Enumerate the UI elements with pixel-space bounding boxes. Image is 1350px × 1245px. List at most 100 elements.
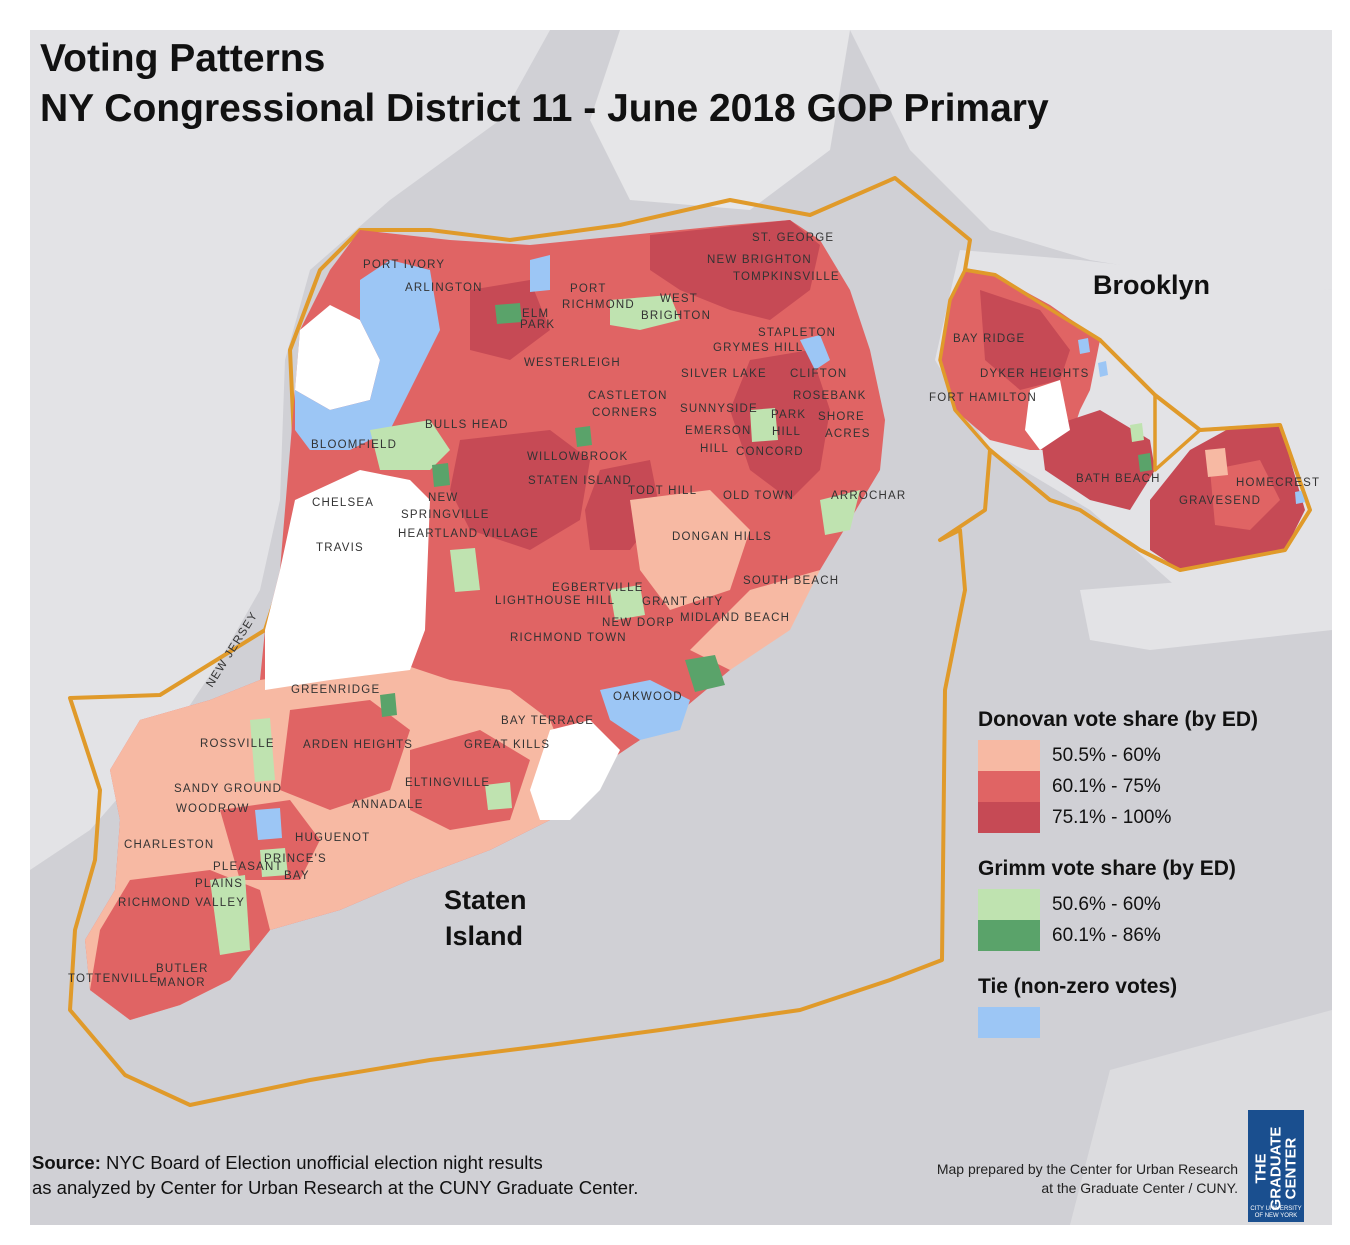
legend-item: 60.1% - 86% xyxy=(978,920,1318,951)
source-line-1: NYC Board of Election unofficial electio… xyxy=(106,1152,543,1173)
grimm-low-grantcity[interactable] xyxy=(610,585,645,620)
neighborhood-label: PORT xyxy=(570,283,607,295)
neighborhood-label: ARLINGTON xyxy=(405,282,483,294)
neighborhood-label: STAPLETON xyxy=(758,327,836,339)
grimm-low-arrochar[interactable] xyxy=(820,490,860,535)
neighborhood-label: GREAT KILLS xyxy=(464,739,550,751)
bayonne-land xyxy=(590,30,850,210)
credit-line-1: Map prepared by the Center for Urban Res… xyxy=(936,1161,1238,1177)
donovan-high-north[interactable] xyxy=(650,220,820,320)
neighborhood-label: BAY RIDGE xyxy=(953,333,1025,345)
neighborhood-label: CORNERS xyxy=(592,407,658,419)
tie-woodrow[interactable] xyxy=(255,808,282,840)
map-title-line-2: NY Congressional District 11 - June 2018… xyxy=(40,87,1049,130)
legend-swatch xyxy=(978,771,1040,802)
neighborhood-label: HILL xyxy=(772,426,801,438)
grimm-high-castleton[interactable] xyxy=(575,426,592,447)
legend-swatch xyxy=(978,802,1040,833)
grimm-high-midland[interactable] xyxy=(685,655,725,692)
tie-clifton[interactable] xyxy=(800,335,830,370)
source-note: Source: NYC Board of Election unofficial… xyxy=(32,1150,638,1200)
neighborhood-label: ARROCHAR xyxy=(831,490,906,502)
neighborhood-label: PARK xyxy=(771,409,806,421)
coney-island-land xyxy=(1080,570,1332,650)
neighborhood-label: HOMECREST xyxy=(1236,477,1320,489)
donovan-mid-south-d[interactable] xyxy=(220,800,320,880)
brooklyn-grimm-b[interactable] xyxy=(1138,453,1152,472)
neighborhood-label: CASTLETON xyxy=(588,390,668,402)
map-frame: PORT IVORY ARLINGTON ELM PARK PORT RICHMOND WE… xyxy=(30,30,1332,1225)
tie-bloomfield[interactable] xyxy=(295,260,440,450)
neighborhood-label: NEW xyxy=(428,492,458,504)
brooklyn-district xyxy=(938,268,1312,572)
donovan-low-east[interactable] xyxy=(630,490,750,610)
grimm-low-northeast[interactable] xyxy=(750,408,778,442)
logo-main-text: THE GRADUATE CENTER xyxy=(1253,1123,1300,1215)
neighborhood-label: SPRINGVILLE xyxy=(401,509,490,521)
legend-grimm: Grimm vote share (by ED) 50.6% - 60% 60.… xyxy=(978,857,1318,951)
grimm-high-elmpark[interactable] xyxy=(495,303,522,324)
grimm-high-greenridge[interactable] xyxy=(380,693,397,717)
grimm-low-bullshead[interactable] xyxy=(370,420,450,470)
donovan-high-central[interactable] xyxy=(450,430,590,550)
donovan-mid-south-a[interactable] xyxy=(280,700,410,810)
legend-label: 75.1% - 100% xyxy=(1052,806,1172,828)
neighborhood-label: WILLOWBROOK xyxy=(527,451,628,463)
grimm-low-richmondvalley[interactable] xyxy=(210,875,250,955)
legend-swatch-tie xyxy=(978,1007,1040,1038)
tie-oakwood[interactable] xyxy=(600,680,690,740)
brooklyn-grimm-a[interactable] xyxy=(1130,423,1144,442)
grimm-high-willowbrook[interactable] xyxy=(432,463,450,487)
neighborhood-label: OLD TOWN xyxy=(723,490,794,502)
neighborhood-label: FORT HAMILTON xyxy=(929,392,1037,404)
credit-note: Map prepared by the Center for Urban Res… xyxy=(937,1160,1238,1198)
logo-sub-line: OF NEW YORK xyxy=(1254,1213,1298,1219)
neighborhood-label: CONCORD xyxy=(736,446,804,458)
neighborhood-label: PRINCE'S xyxy=(264,853,327,865)
grimm-low-eltingville[interactable] xyxy=(485,782,512,810)
neighborhood-label: BLOOMFIELD xyxy=(311,439,397,451)
neighborhood-label: STATEN ISLAND xyxy=(528,475,632,487)
neighborhood-label: LIGHTHOUSE HILL xyxy=(495,595,615,607)
neighborhood-label: GRANT CITY xyxy=(642,596,723,608)
neighborhood-label: RICHMOND xyxy=(562,299,635,311)
grimm-low-westbrighton[interactable] xyxy=(610,295,680,330)
neighborhood-label: SILVER LAKE xyxy=(681,368,767,380)
logo-sub-line: CITY UNIVERSITY xyxy=(1250,1206,1302,1212)
neighborhood-label: ARDEN HEIGHTS xyxy=(303,739,413,751)
neighborhood-label: ELTINGVILLE xyxy=(405,777,490,789)
donovan-low-coast[interactable] xyxy=(690,570,820,670)
brooklyn-gravesend-mid[interactable] xyxy=(1210,460,1280,530)
neighborhood-label: WOODROW xyxy=(176,803,250,815)
neighborhood-label: MIDLAND BEACH xyxy=(680,612,790,624)
legend-label: 60.1% - 75% xyxy=(1052,775,1161,797)
brooklyn-bathbeach[interactable] xyxy=(1040,410,1155,510)
neighborhood-label: CHELSEA xyxy=(312,497,374,509)
neighborhood-label: NEW BRIGHTON xyxy=(707,254,812,266)
grimm-low-springville[interactable] xyxy=(450,548,480,592)
brooklyn-tie-a[interactable] xyxy=(1078,338,1090,354)
neighborhood-label: EGBERTVILLE xyxy=(552,582,644,594)
neighborhood-label: SHORE xyxy=(818,411,865,423)
neighborhood-label: ACRES xyxy=(825,428,871,440)
neighborhood-label: GRAVESEND xyxy=(1179,495,1261,507)
brooklyn-homecrest-low[interactable] xyxy=(1205,448,1228,477)
brooklyn-tie-b[interactable] xyxy=(1098,361,1108,377)
new-jersey-land xyxy=(30,30,550,870)
donovan-high-east[interactable] xyxy=(730,350,830,500)
neighborhood-label: WESTERLEIGH xyxy=(524,357,621,369)
grimm-low-rossville[interactable] xyxy=(250,718,275,782)
neighborhood-label: BAY TERRACE xyxy=(501,715,594,727)
legend-donovan-title: Donovan vote share (by ED) xyxy=(978,708,1259,731)
grimm-low-prince[interactable] xyxy=(260,848,288,877)
legend-donovan: Donovan vote share (by ED) 50.5% - 60% 6… xyxy=(978,708,1318,833)
brooklyn-bayridge-high[interactable] xyxy=(980,290,1070,390)
brooklyn-fortham-white xyxy=(1025,380,1070,450)
no-votes-great-kills-park xyxy=(530,720,620,820)
graduate-center-logo: THE GRADUATE CENTER CITY UNIVERSITY OF N… xyxy=(1248,1110,1304,1222)
tie-north[interactable] xyxy=(530,255,550,292)
neighborhood-label: TOTTENVILLE xyxy=(68,973,158,985)
legend-grimm-title: Grimm vote share (by ED) xyxy=(978,857,1236,880)
neighborhood-label: WEST xyxy=(660,293,698,305)
neighborhood-label: PLEASANT xyxy=(213,861,283,873)
